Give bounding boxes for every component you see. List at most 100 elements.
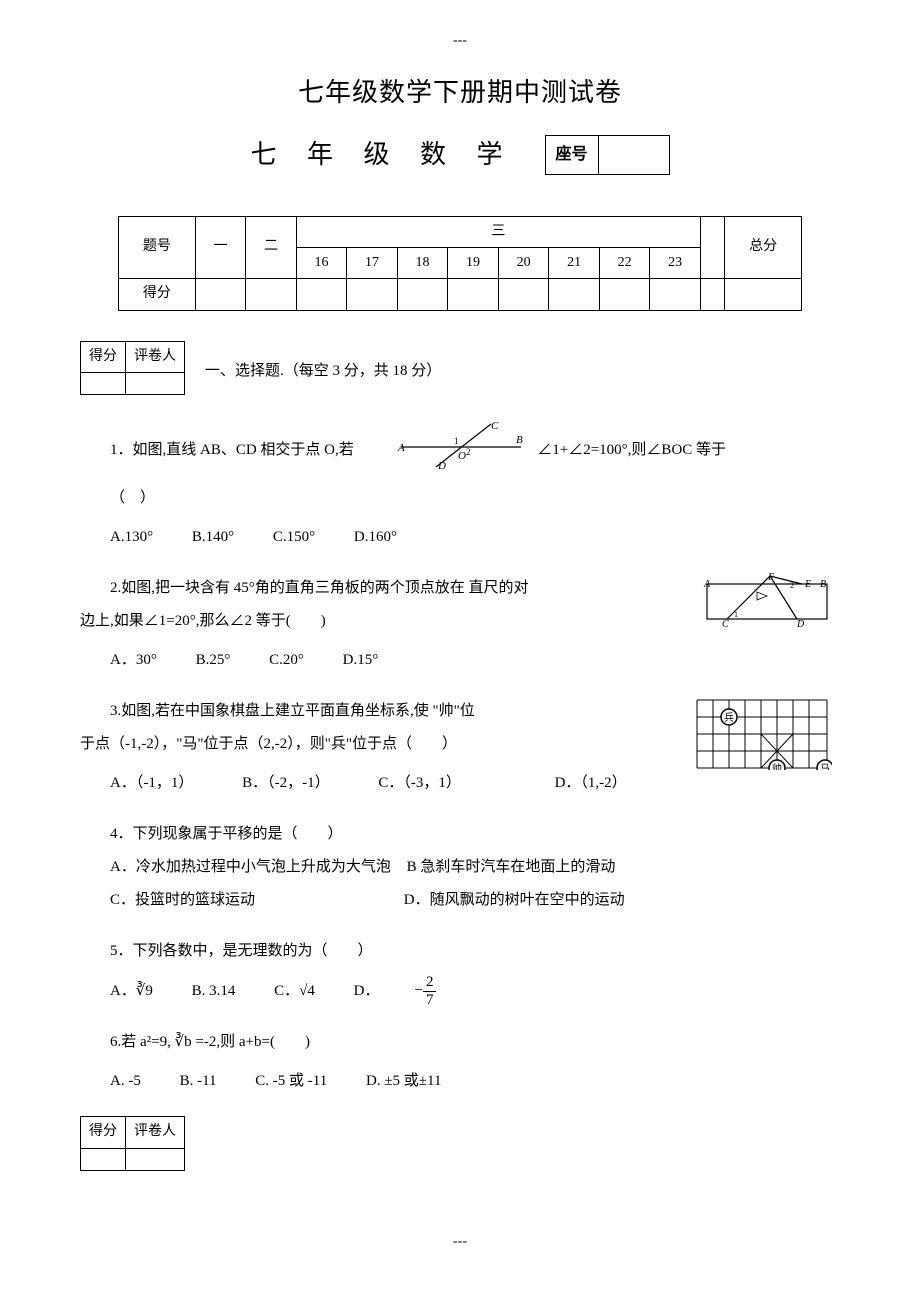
score-cell[interactable] (397, 279, 448, 310)
q2-text-a: 2.如图,把一块含有 45°角的直角三角板的两个顶点放在 (110, 580, 465, 596)
score-cell[interactable] (347, 279, 398, 310)
score-sub-19: 19 (448, 247, 499, 278)
score-cell[interactable] (650, 279, 701, 310)
svg-text:O: O (458, 450, 466, 462)
score-cell[interactable] (296, 279, 347, 310)
grader2-person-label: 评卷人 (126, 1117, 185, 1148)
q2-opt-c: C.20° (269, 644, 304, 677)
subtitle-row: 七 年 级 数 学 座号 (80, 134, 840, 176)
q6-opt-a: A. -5 (110, 1065, 141, 1098)
q6-opt-c: C. -5 或 -11 (255, 1065, 327, 1098)
q1-opt-b: B.140° (192, 521, 234, 554)
svg-text:D: D (437, 460, 446, 469)
svg-text:B: B (820, 579, 826, 590)
score-col-blank (700, 216, 724, 279)
q5-opt-d: D．−27 (354, 974, 507, 1008)
score-cell[interactable] (195, 279, 246, 310)
q6-text: 6.若 a²=9, ∛b =-2,则 a+b=( ) (80, 1026, 840, 1059)
score-sub-17: 17 (347, 247, 398, 278)
q1-opt-d: D.160° (354, 521, 397, 554)
q1-opt-a: A.130° (110, 521, 153, 554)
svg-text:F: F (767, 572, 775, 583)
grader-score-cell[interactable] (81, 373, 126, 395)
q1-text-a: 1．如图,直线 AB、CD 相交于点 O,若 (110, 442, 354, 458)
question-6: 6.若 a²=9, ∛b =-2,则 a+b=( ) A. -5 B. -11 … (80, 1026, 840, 1098)
seat-number-box: 座号 (545, 135, 670, 175)
q1-opt-c: C.150° (273, 521, 315, 554)
q5-text: 5．下列各数中，是无理数的为（ ） (80, 935, 840, 968)
grader2-score-cell[interactable] (81, 1148, 126, 1170)
q4-opt-a: A．冷水加热过程中小气泡上升成为大气泡 (110, 859, 391, 875)
q2-opt-a: A．30° (110, 644, 157, 677)
seat-label: 座号 (546, 136, 599, 174)
subtitle: 七 年 级 数 学 (250, 134, 514, 176)
svg-text:D: D (796, 619, 805, 627)
q5-opt-b: B. 3.14 (192, 975, 236, 1008)
score-sub-20: 20 (498, 247, 549, 278)
svg-text:2: 2 (466, 447, 471, 457)
question-1: 1．如图,直线 AB、CD 相交于点 O,若 A B C D O 1 2 ∠1+… (80, 419, 840, 554)
q1-text-c: （ ） (80, 482, 840, 515)
q3-opt-d: D．（1,-2） (555, 767, 627, 800)
q3-figure: 兵 帅 马 (692, 695, 832, 783)
grader2-score-label: 得分 (81, 1117, 126, 1148)
q1-figure: A B C D O 1 2 (366, 419, 526, 482)
q2-opt-d: D.15° (343, 644, 379, 677)
q3-opt-a: A．（-1，1） (110, 767, 193, 800)
q6-opt-d: D. ±5 或±11 (366, 1065, 442, 1098)
score-row-defen: 得分 (119, 279, 196, 310)
q6-opt-b: B. -11 (180, 1065, 217, 1098)
question-2: A F E B C D 2 1 2.如图,把一块含有 45°角的直角三角板的两个… (80, 572, 840, 677)
grader-table: 得分 评卷人 (80, 341, 185, 395)
score-cell[interactable] (725, 279, 802, 310)
score-sub-18: 18 (397, 247, 448, 278)
q3-opt-c: C．（-3，1） (378, 767, 461, 800)
score-cell[interactable] (246, 279, 297, 310)
q3-text-a: 3.如图,若在中国象棋盘上建立平面直角坐标系,使 (110, 703, 429, 719)
q1-text-b: ∠1+∠2=100°,则∠BOC 等于 (537, 442, 726, 458)
main-title: 七年级数学下册期中测试卷 (80, 72, 840, 114)
score-cell[interactable] (599, 279, 650, 310)
score-sub-22: 22 (599, 247, 650, 278)
grader-person-label: 评卷人 (126, 341, 185, 372)
grader2-person-cell[interactable] (126, 1148, 185, 1170)
svg-text:C: C (491, 420, 499, 432)
svg-text:1: 1 (734, 610, 738, 619)
score-col-total: 总分 (725, 216, 802, 279)
score-cell[interactable] (700, 279, 724, 310)
seat-blank[interactable] (599, 136, 669, 174)
q3-opt-b: B．（-2，-1） (242, 767, 330, 800)
score-cell[interactable] (549, 279, 600, 310)
svg-text:B: B (516, 434, 523, 446)
svg-text:E: E (804, 579, 811, 590)
score-col-2: 二 (246, 216, 297, 279)
svg-text:兵: 兵 (724, 711, 734, 724)
score-sub-23: 23 (650, 247, 701, 278)
q2-figure: A F E B C D 2 1 (702, 572, 832, 640)
svg-text:马: 马 (820, 763, 830, 770)
svg-text:帅: 帅 (772, 762, 782, 770)
svg-text:A: A (397, 442, 405, 454)
grader-person-cell[interactable] (126, 373, 185, 395)
q4-opt-b: B 急刹车时汽车在地面上的滑动 (407, 859, 616, 875)
question-5: 5．下列各数中，是无理数的为（ ） A．∛9 B. 3.14 C．√4 D．−2… (80, 935, 840, 1008)
score-col-1: 一 (195, 216, 246, 279)
score-sub-16: 16 (296, 247, 347, 278)
svg-text:2: 2 (790, 581, 794, 590)
section1-header: 得分 评卷人 一、选择题.（每空 3 分，共 18 分） (80, 341, 840, 401)
score-sub-21: 21 (549, 247, 600, 278)
svg-text:A: A (703, 579, 711, 590)
grader-table-2: 得分 评卷人 (80, 1116, 185, 1170)
q4-text: 4．下列现象属于平移的是（ ） (80, 818, 840, 851)
score-cell[interactable] (498, 279, 549, 310)
score-cell[interactable] (448, 279, 499, 310)
section1-title: 一、选择题.（每空 3 分，共 18 分） (205, 341, 441, 383)
q5-opt-c: C．√4 (274, 975, 315, 1008)
q5-opt-a: A．∛9 (110, 975, 153, 1008)
grader-score-label: 得分 (81, 341, 126, 372)
question-4: 4．下列现象属于平移的是（ ） A．冷水加热过程中小气泡上升成为大气泡 B 急刹… (80, 818, 840, 917)
footer-dash: --- (80, 1231, 840, 1253)
svg-text:C: C (722, 619, 729, 627)
q2-text-tail: 直尺的对 (469, 580, 529, 596)
q2-opt-b: B.25° (196, 644, 231, 677)
